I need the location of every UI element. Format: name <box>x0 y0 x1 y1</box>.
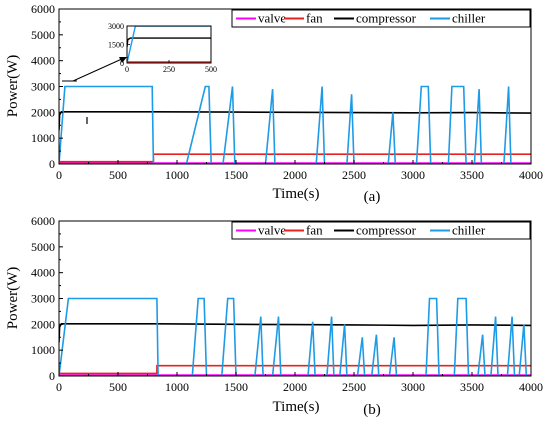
panel-a-legend: valve fan compressor chiller <box>231 9 531 28</box>
panel-a-legend-label-compressor: compressor <box>356 11 417 26</box>
panel-b-legend-box <box>231 221 531 240</box>
panel-a-xlabel: Time(s) <box>273 186 320 202</box>
inset-xtick-label: 500 <box>205 65 217 74</box>
panel-b: 0 500 1000 1500 2000 2500 3000 3500 4000 0 1000 200… <box>5 214 543 418</box>
panel-b-series-fan-line <box>59 364 531 375</box>
inset-ytick-label: 3000 <box>108 22 124 31</box>
panel-a-xtick-label: 2000 <box>283 168 307 182</box>
panel-b-axes-layer: 0 500 1000 1500 2000 2500 3000 3500 4000 0 1000 200… <box>31 214 543 394</box>
panel-b-ytick-label: 1000 <box>31 343 55 357</box>
panel-a-ytick-label: 0 <box>49 157 55 171</box>
panel-a-inset: 0 250 500 0 1500 3000 <box>62 22 217 124</box>
panel-a-label: (a) <box>364 189 381 205</box>
panel-a-ylabel: Power(W) <box>5 55 21 117</box>
panel-b-ytick-label: 0 <box>49 369 55 383</box>
inset-zoom-arrow <box>72 57 125 82</box>
panel-b-ytick-label: 2000 <box>31 317 55 331</box>
panel-b-xtick-label: 3500 <box>460 380 484 394</box>
panel-b-series-chiller-line <box>59 297 528 376</box>
panel-b-xtick-label: 3000 <box>401 380 425 394</box>
panel-b-label: (b) <box>363 402 381 418</box>
panel-a-ytick-label: 4000 <box>31 54 55 68</box>
panel-a-xtick-label: 4000 <box>519 168 543 182</box>
panel-b-xtick-label: 0 <box>56 380 62 394</box>
panel-a-legend-label-valve: valve <box>258 11 286 26</box>
panel-a-ytick-label: 2000 <box>31 105 55 119</box>
panel-b-xtick-label: 1500 <box>224 380 248 394</box>
panel-b-legend-label-fan: fan <box>306 223 323 238</box>
panel-b-legend-label-chiller: chiller <box>452 223 486 238</box>
panel-b-xtick-label: 1000 <box>165 380 189 394</box>
panel-a-series-layer <box>59 85 531 164</box>
panel-b-ytick-label: 5000 <box>31 240 55 254</box>
panel-a-xtick-label: 3500 <box>460 168 484 182</box>
inset-ytick-label: 1500 <box>108 41 124 50</box>
panel-b-ytick-label: 4000 <box>31 266 55 280</box>
panel-b-series-layer <box>59 297 531 376</box>
panel-a-xtick-label: 0 <box>56 168 62 182</box>
panel-a: 0 500 1000 1500 2000 2500 3000 3500 400001000200… <box>5 2 543 205</box>
panel-a-xtick-label: 3000 <box>401 168 425 182</box>
panel-a-legend-label-chiller: chiller <box>452 11 486 26</box>
panel-a-series-chiller-line <box>59 85 512 164</box>
panel-b-legend: valve fan compressor chiller <box>231 221 531 240</box>
panel-b-series-compressor-line <box>59 322 531 343</box>
inset-ytick-label: 0 <box>120 59 124 68</box>
inset-zoom-arrowhead <box>119 57 127 63</box>
panel-b-legend-label-valve: valve <box>258 223 286 238</box>
panel-b-legend-label-compressor: compressor <box>356 223 417 238</box>
panel-a-ytick-label: 5000 <box>31 28 55 42</box>
panel-a-legend-box <box>231 9 531 28</box>
panel-b-ytick-label: 3000 <box>31 292 55 306</box>
inset-series-fan-line <box>127 61 211 63</box>
panel-b-xtick-label: 2000 <box>283 380 307 394</box>
panel-a-xtick-label: 500 <box>109 168 127 182</box>
panel-b-xtick-label: 4000 <box>519 380 543 394</box>
panel-a-series-compressor-line <box>59 111 531 131</box>
panel-a-legend-label-fan: fan <box>306 11 323 26</box>
panel-b-ytick-label: 6000 <box>31 214 55 228</box>
inset-xtick-label: 250 <box>163 65 175 74</box>
panel-b-xlabel: Time(s) <box>273 399 320 415</box>
panel-a-ytick-label: 1000 <box>31 131 55 145</box>
panel-a-ytick-label: 3000 <box>31 80 55 94</box>
inset-background <box>127 26 211 63</box>
panel-a-ytick-label: 6000 <box>31 2 55 16</box>
panel-a-xtick-label: 1000 <box>165 168 189 182</box>
panel-a-xtick-label: 1500 <box>224 168 248 182</box>
panel-a-xtick-label: 2500 <box>342 168 366 182</box>
inset-xtick-label: 0 <box>125 65 129 74</box>
inset-series-compressor-line <box>127 37 211 48</box>
panel-b-xtick-label: 500 <box>109 380 127 394</box>
panel-a-axes-layer: 0 500 1000 1500 2000 2500 3000 3500 400001000200… <box>31 2 543 182</box>
panel-b-ylabel: Power(W) <box>5 267 21 329</box>
panel-b-xtick-label: 2500 <box>342 380 366 394</box>
